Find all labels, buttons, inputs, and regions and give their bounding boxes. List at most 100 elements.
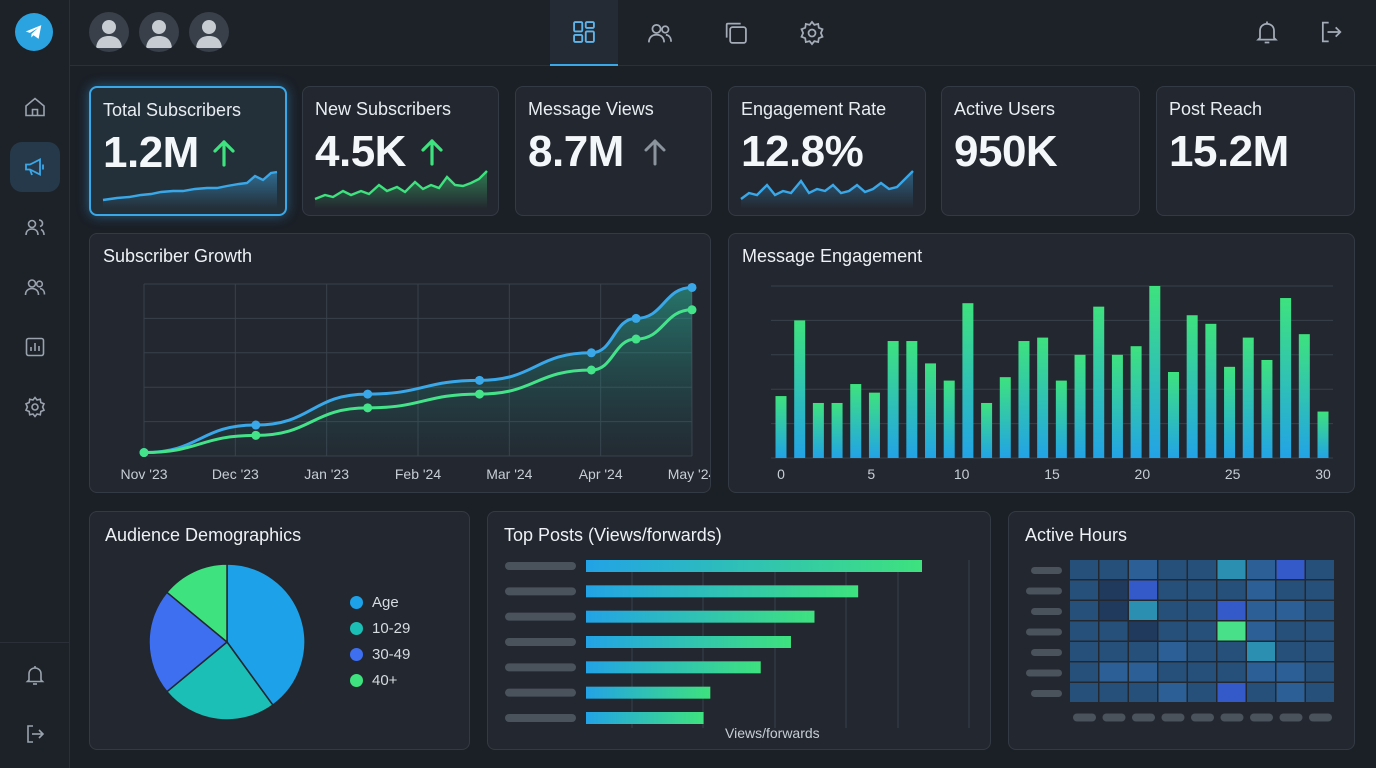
bar — [1149, 286, 1161, 458]
bell-icon[interactable] — [1253, 18, 1281, 46]
message-engagement-chart: 0 5 10 15 20 25 30 — [771, 285, 1333, 482]
row-label-placeholder — [1026, 628, 1062, 636]
x-axis-title: Views/forwards — [725, 725, 820, 741]
sidebar-users-button[interactable] — [10, 262, 60, 312]
bar — [586, 636, 791, 648]
tab-dashboard[interactable] — [550, 0, 618, 66]
stat-card-engagement-rate[interactable]: Engagement Rate 12.8% — [728, 86, 926, 216]
bar — [943, 380, 955, 458]
audience-demographics-panel: Audience Demographics Age 10-29 30-49 40… — [89, 511, 470, 750]
heatmap-cell — [1188, 560, 1216, 579]
heatmap-cell — [1070, 683, 1098, 702]
stat-label: New Subscribers — [315, 99, 452, 119]
x-tick-label: May '24 — [668, 466, 710, 482]
column-label-placeholder — [1250, 713, 1273, 722]
heatmap-cell — [1217, 621, 1246, 641]
stat-card-new-subscribers[interactable]: New Subscribers 4.5K — [302, 86, 499, 216]
heatmap-cell — [1247, 683, 1275, 702]
bar — [586, 560, 922, 572]
bar — [1205, 323, 1217, 458]
settings-icon — [800, 20, 824, 46]
stat-card-total-subscribers[interactable]: Total Subscribers 1.2M — [89, 86, 287, 216]
logout-icon[interactable] — [1317, 18, 1345, 46]
x-tick-label: 0 — [777, 466, 785, 482]
bar — [1055, 380, 1067, 458]
row-label-placeholder — [1026, 587, 1062, 595]
active-hours-panel: Active Hours — [1008, 511, 1355, 750]
data-point — [631, 313, 641, 323]
bar — [1317, 411, 1329, 458]
users-icon — [648, 23, 672, 43]
bar — [850, 384, 862, 458]
heatmap-cell — [1188, 621, 1216, 641]
tab-settings[interactable] — [778, 0, 846, 66]
row-label-placeholder — [1026, 669, 1062, 677]
stat-value: 12.8% — [741, 127, 864, 176]
sidebar — [0, 0, 70, 768]
legend-item: Age — [350, 594, 399, 611]
stat-label: Post Reach — [1169, 99, 1263, 119]
bar — [1224, 366, 1236, 458]
telegram-logo-icon[interactable] — [15, 13, 53, 51]
legend-item: 10-29 — [350, 620, 410, 637]
x-tick-label: Apr '24 — [579, 466, 623, 482]
sidebar-broadcast-button[interactable] — [10, 142, 60, 192]
sidebar-settings-button[interactable] — [10, 382, 60, 432]
stat-card-message-views[interactable]: Message Views 8.7M — [515, 86, 712, 216]
heatmap-cell — [1129, 560, 1157, 579]
bar — [1167, 372, 1179, 458]
heatmap-cell — [1247, 642, 1275, 661]
sidebar-contacts-button[interactable] — [10, 202, 60, 252]
x-tick-label: Jan '23 — [304, 466, 349, 482]
bar — [586, 686, 711, 699]
column-label-placeholder — [1132, 713, 1155, 722]
bell-icon — [25, 666, 45, 685]
copy-icon — [725, 22, 747, 44]
sidebar-analytics-button[interactable] — [10, 322, 60, 372]
heatmap-cell — [1247, 580, 1275, 600]
avatar[interactable] — [139, 12, 179, 52]
heatmap-cell — [1129, 662, 1157, 682]
x-tick-label: Nov '23 — [120, 466, 167, 482]
data-point — [586, 348, 596, 358]
pie-slice — [165, 640, 274, 721]
sidebar-logout-button[interactable] — [10, 709, 60, 759]
stat-card-active-users[interactable]: Active Users 950K — [941, 86, 1140, 216]
bar — [1074, 354, 1086, 458]
data-point — [475, 389, 485, 399]
x-tick-label: 20 — [1135, 466, 1151, 482]
row-label-placeholder — [1031, 690, 1062, 697]
avatar[interactable] — [189, 12, 229, 52]
heatmap-cell — [1306, 662, 1334, 682]
bar — [906, 341, 918, 458]
stat-card-post-reach[interactable]: Post Reach 15.2M — [1156, 86, 1355, 216]
heatmap-cell — [1217, 642, 1246, 661]
heatmap-cell — [1276, 560, 1305, 579]
avatar[interactable] — [89, 12, 129, 52]
sidebar-notifications-button[interactable] — [10, 650, 60, 700]
heatmap-cell — [1099, 580, 1128, 600]
bar — [775, 396, 787, 458]
data-point — [363, 403, 373, 413]
subscriber-growth-chart: Nov '23 Dec '23 Jan '23 Feb '24 Mar '24 Apr '… — [120, 282, 710, 482]
heatmap-cell — [1129, 601, 1157, 620]
row-label-placeholder — [505, 688, 576, 697]
x-tick-label: 25 — [1225, 466, 1241, 482]
stat-label: Active Users — [954, 99, 1056, 119]
heatmap-cell — [1129, 642, 1157, 661]
heatmap-cell — [1158, 683, 1187, 702]
sidebar-home-button[interactable] — [10, 82, 60, 132]
heatmap-cell — [1247, 662, 1275, 682]
heatmap-cell — [1099, 621, 1128, 641]
tab-users[interactable] — [626, 0, 694, 66]
message-engagement-panel: Message Engagement 0 5 10 15 20 25 30 — [728, 233, 1355, 493]
data-point — [251, 430, 261, 440]
stat-label: Total Subscribers — [103, 100, 242, 120]
tab-content[interactable] — [702, 0, 770, 66]
heatmap-cell — [1070, 642, 1098, 661]
chart-icon — [25, 337, 45, 357]
panel-title: Message Engagement — [742, 246, 923, 266]
bar — [1280, 298, 1292, 458]
bar — [812, 402, 824, 458]
stat-value: 1.2M — [103, 128, 199, 177]
